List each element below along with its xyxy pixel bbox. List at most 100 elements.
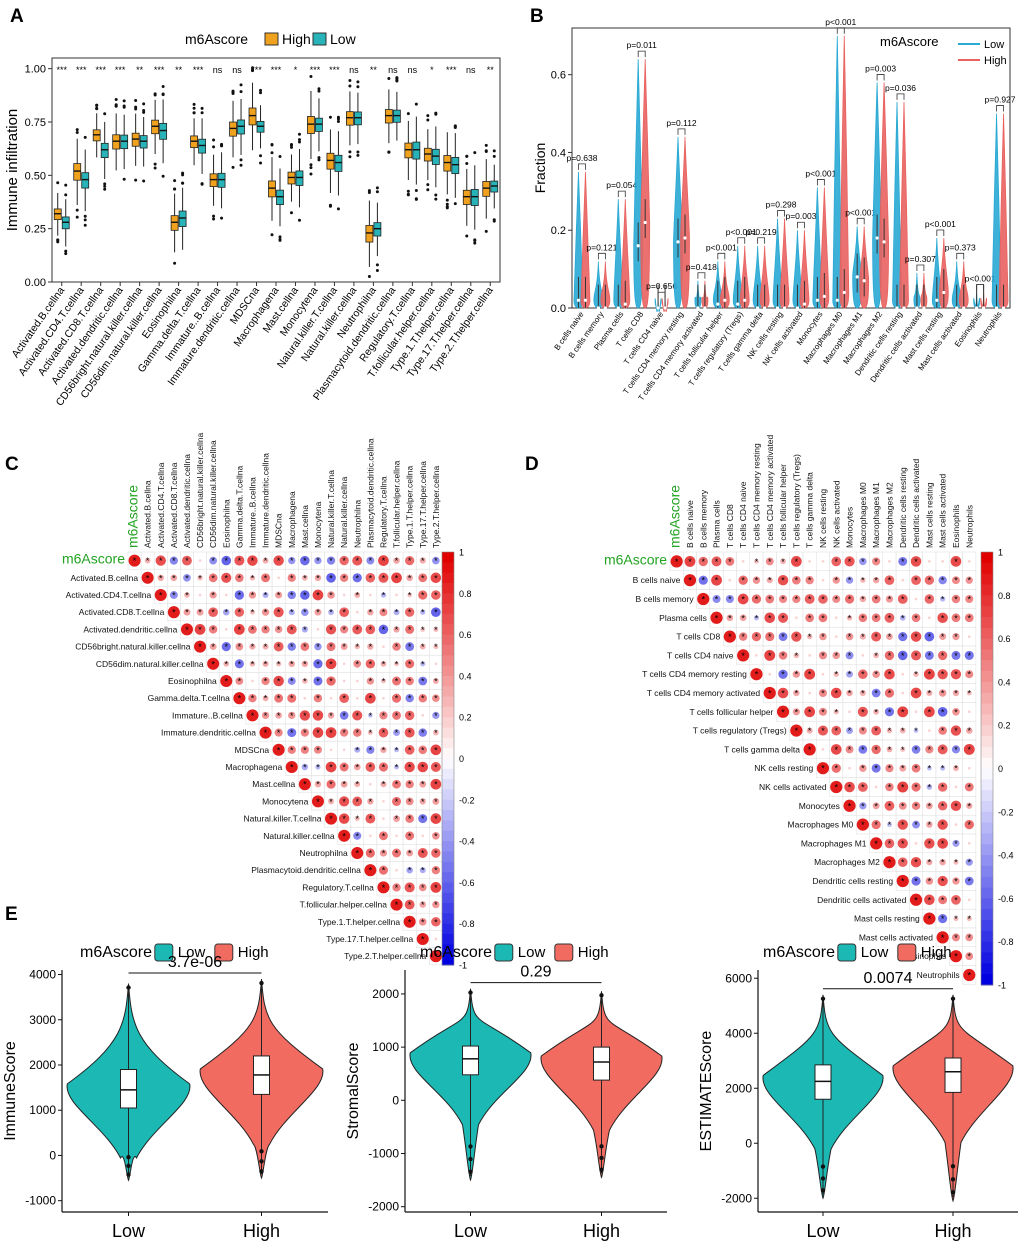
significance-star: * bbox=[290, 745, 294, 755]
correlation-circle bbox=[380, 660, 387, 667]
legend-label-low: Low bbox=[984, 39, 1004, 51]
significance-star: * bbox=[251, 608, 255, 618]
x-tick-label: High bbox=[583, 1221, 620, 1241]
significance-star: * bbox=[928, 632, 932, 642]
correlation-circle bbox=[926, 821, 933, 828]
correlation-circle bbox=[859, 764, 867, 772]
significance-star: * bbox=[185, 608, 189, 618]
box-low bbox=[237, 119, 245, 135]
correlation-circle bbox=[431, 694, 440, 703]
correlation-circle bbox=[755, 654, 758, 657]
significance-star: * bbox=[382, 831, 386, 841]
color-scale-step bbox=[981, 757, 993, 769]
outlier-point bbox=[406, 112, 410, 116]
significance-star: * bbox=[277, 556, 281, 566]
significance-star: * bbox=[941, 858, 945, 868]
correlation-circle bbox=[431, 607, 441, 618]
significance-star: * bbox=[688, 576, 692, 586]
correlation-circle bbox=[725, 594, 734, 604]
significance-star: * bbox=[967, 576, 971, 586]
significance-star: * bbox=[808, 745, 812, 755]
correlation-circle bbox=[924, 594, 935, 604]
significance-star: * bbox=[728, 595, 732, 605]
legend-label-high: High bbox=[282, 31, 311, 47]
correlation-circle bbox=[287, 573, 296, 582]
significance-star: * bbox=[421, 745, 425, 755]
box-low bbox=[412, 141, 421, 160]
color-scale-step bbox=[981, 562, 993, 575]
pvalue-label: p=0.112 bbox=[666, 118, 697, 128]
outlier-point bbox=[336, 207, 340, 211]
correlation-circle bbox=[325, 727, 337, 738]
correlation-circle bbox=[728, 578, 732, 582]
significance-label: *** bbox=[193, 65, 204, 75]
significance-star: * bbox=[316, 591, 320, 601]
significance-star: * bbox=[303, 573, 307, 583]
correlation-circle bbox=[966, 727, 973, 734]
correlation-circle bbox=[857, 706, 868, 717]
correlation-circle bbox=[818, 594, 828, 604]
column-label: T cells gamma delta bbox=[805, 472, 815, 548]
correlation-circle bbox=[818, 707, 827, 716]
correlation-circle bbox=[417, 848, 428, 858]
color-scale-tick: 0.8 bbox=[998, 591, 1011, 601]
correlation-circle bbox=[833, 671, 839, 677]
correlation-circle bbox=[806, 633, 813, 640]
significance-star: * bbox=[874, 613, 878, 623]
correlation-circle bbox=[803, 743, 816, 756]
significance-star: * bbox=[768, 613, 772, 623]
significance-star: * bbox=[369, 728, 373, 738]
box-low bbox=[159, 122, 168, 140]
color-scale-step bbox=[981, 833, 993, 845]
correlation-circle bbox=[751, 594, 762, 604]
pvalue-label: 3.7e-06 bbox=[168, 954, 222, 971]
significance-star: * bbox=[211, 642, 215, 652]
significance-star: * bbox=[421, 797, 425, 807]
y-tick-label: 3000 bbox=[29, 1013, 56, 1027]
significance-star: * bbox=[224, 573, 228, 583]
correlation-circle bbox=[381, 678, 386, 684]
column-label: Type.1.T.helper.cellna bbox=[405, 466, 415, 548]
correlation-circle bbox=[831, 763, 841, 773]
violin-high bbox=[839, 35, 850, 309]
correlation-circle bbox=[394, 661, 399, 667]
legend-label-high: High bbox=[238, 944, 269, 961]
row-label: Mast cells activated bbox=[859, 932, 933, 942]
pvalue-label: p=0.036 bbox=[885, 83, 916, 93]
column-label: Neutrophils bbox=[964, 505, 974, 548]
correlation-circle bbox=[312, 710, 324, 721]
correlation-circle bbox=[352, 624, 363, 635]
outlier-point bbox=[161, 85, 165, 89]
pvalue-bracket bbox=[876, 74, 885, 81]
correlation-circle bbox=[364, 864, 377, 877]
significance-star: * bbox=[408, 780, 412, 790]
significance-star: * bbox=[808, 632, 812, 642]
correlation-circle bbox=[818, 613, 828, 623]
correlation-circle bbox=[937, 838, 948, 849]
column-label: Macrophages M0 bbox=[858, 482, 868, 548]
y-tick-label: -2000 bbox=[721, 1191, 752, 1205]
outlier-point bbox=[114, 98, 118, 102]
outlier-point bbox=[317, 87, 321, 91]
outlier-point bbox=[468, 1144, 473, 1149]
outlier-point bbox=[309, 172, 313, 176]
significance-star: * bbox=[874, 726, 878, 736]
significance-star: * bbox=[185, 556, 189, 566]
significance-star: * bbox=[355, 642, 359, 652]
significance-star: * bbox=[941, 670, 945, 680]
correlation-circle bbox=[420, 661, 426, 667]
correlation-circle bbox=[416, 932, 429, 946]
significance-star: * bbox=[434, 866, 438, 876]
correlation-circle bbox=[432, 556, 440, 565]
correlation-circle bbox=[910, 556, 922, 567]
violin-median bbox=[842, 290, 846, 295]
row-label: Type.2.T.helper.cellna bbox=[344, 951, 426, 961]
significance-star: * bbox=[369, 797, 373, 807]
color-scale-tick: -0.8 bbox=[459, 919, 475, 929]
correlation-circle bbox=[328, 798, 335, 805]
correlation-circle bbox=[964, 650, 974, 660]
correlation-circle bbox=[249, 643, 256, 650]
outlier-point bbox=[492, 154, 496, 158]
row-label: T cells CD4 memory activated bbox=[647, 688, 760, 698]
significance-star: * bbox=[768, 651, 772, 661]
